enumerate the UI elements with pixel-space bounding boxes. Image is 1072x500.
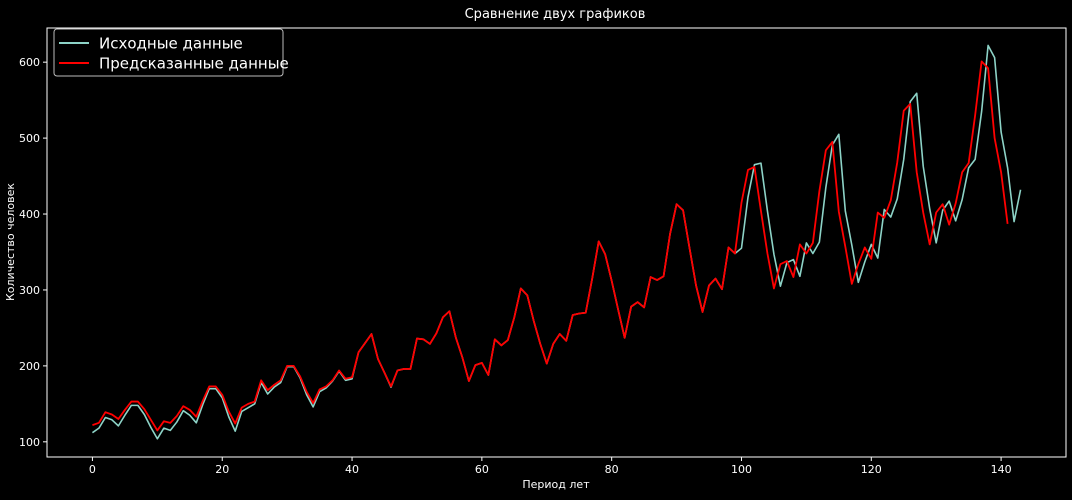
- y-tick-label: 100: [19, 436, 40, 449]
- chart-title: Сравнение двух графиков: [465, 7, 646, 22]
- x-tick-label: 40: [345, 463, 359, 476]
- x-tick-label: 20: [215, 463, 229, 476]
- y-tick-label: 500: [19, 132, 40, 145]
- series-line-predicted: [92, 60, 1009, 432]
- legend: Исходные данные Предсказанные данные: [53, 28, 289, 77]
- series-layer: [91, 44, 1022, 440]
- y-tick-label: 300: [19, 284, 40, 297]
- legend-label-original: Исходные данные: [99, 35, 243, 53]
- legend-box: [53, 28, 284, 77]
- x-tick-label: 120: [861, 463, 882, 476]
- y-axis: 100 200 300 400 500 600: [19, 56, 47, 449]
- legend-label-predicted: Предсказанные данные: [99, 55, 289, 73]
- x-tick-label: 0: [89, 463, 96, 476]
- x-tick-label: 80: [605, 463, 619, 476]
- y-tick-label: 600: [19, 56, 40, 69]
- x-axis-label: Период лет: [522, 478, 590, 491]
- y-axis-label: Количество человек: [4, 183, 17, 301]
- plot-area: [46, 27, 1067, 458]
- y-tick-label: 400: [19, 208, 40, 221]
- x-tick-label: 60: [475, 463, 489, 476]
- x-tick-label: 140: [991, 463, 1012, 476]
- x-tick-label: 100: [731, 463, 752, 476]
- y-tick-label: 200: [19, 360, 40, 373]
- x-axis: 0 20 40 60 80 100 120 140: [89, 457, 1012, 476]
